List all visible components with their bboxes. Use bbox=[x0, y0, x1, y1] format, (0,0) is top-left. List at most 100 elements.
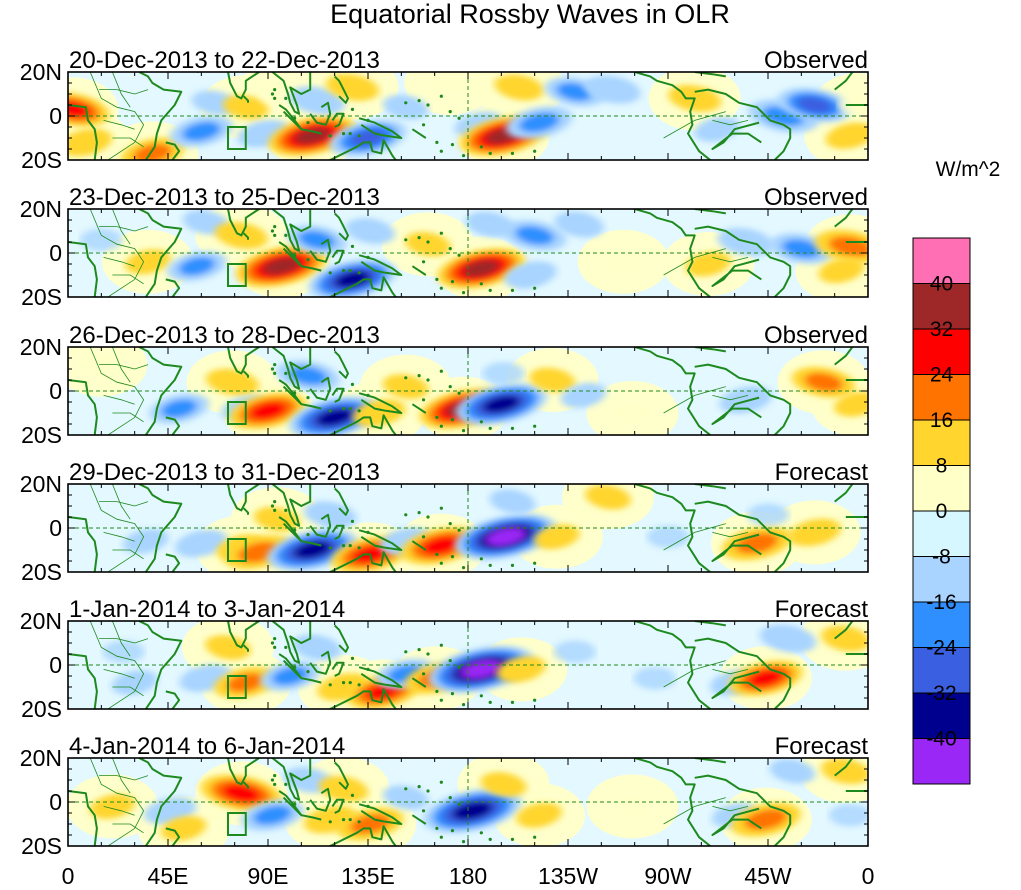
border bbox=[89, 209, 145, 297]
panel-period: 4-Jan-2014 to 6-Jan-2014 bbox=[69, 733, 345, 760]
island bbox=[273, 782, 277, 787]
contour-level bbox=[529, 367, 576, 393]
coastline bbox=[327, 551, 398, 572]
anomaly-18 bbox=[834, 391, 868, 417]
coastlines bbox=[68, 72, 868, 160]
island bbox=[348, 407, 352, 411]
contour-level bbox=[288, 366, 328, 385]
border bbox=[112, 72, 131, 108]
y-tick-label: 20N bbox=[20, 471, 62, 497]
coastline bbox=[278, 516, 303, 543]
border bbox=[112, 137, 144, 148]
island bbox=[448, 385, 452, 389]
island bbox=[284, 233, 288, 237]
island bbox=[421, 398, 426, 402]
island bbox=[439, 94, 443, 98]
y-tick-label: 20N bbox=[20, 745, 62, 771]
country-borders bbox=[89, 621, 749, 709]
contour-level bbox=[585, 484, 631, 510]
anomaly-3 bbox=[120, 137, 184, 160]
anomaly-15 bbox=[554, 211, 604, 238]
island bbox=[306, 670, 310, 674]
contour-level bbox=[315, 408, 354, 427]
anomaly-15 bbox=[611, 401, 654, 425]
colorbar-tick-label: 40 bbox=[930, 273, 953, 296]
contour-level bbox=[804, 372, 843, 392]
coastline bbox=[309, 650, 332, 675]
anomaly-13 bbox=[496, 656, 546, 683]
island bbox=[284, 508, 288, 512]
x-tick-label: 90E bbox=[248, 863, 289, 889]
island bbox=[417, 510, 421, 515]
contour-level bbox=[262, 257, 301, 275]
y-tick-label: 20S bbox=[21, 284, 62, 310]
coastline bbox=[333, 487, 349, 516]
anomaly-13 bbox=[383, 94, 429, 120]
coastline bbox=[309, 238, 332, 263]
island bbox=[341, 544, 346, 548]
island bbox=[328, 546, 332, 550]
anomaly-18 bbox=[746, 503, 790, 527]
island bbox=[273, 363, 277, 367]
colorbar-bin bbox=[912, 647, 971, 694]
contour-level bbox=[463, 259, 500, 277]
border bbox=[103, 532, 135, 542]
contour-level bbox=[80, 228, 123, 252]
anomaly-25 bbox=[825, 122, 868, 149]
contour-level bbox=[534, 524, 580, 550]
contour-level bbox=[759, 624, 817, 653]
x-tick-label: 0 bbox=[62, 863, 75, 889]
island bbox=[350, 244, 355, 248]
anomaly-11 bbox=[423, 788, 522, 834]
island bbox=[479, 694, 483, 698]
coastline bbox=[327, 825, 398, 846]
coastline bbox=[411, 677, 427, 688]
island bbox=[404, 238, 408, 242]
contour-level bbox=[560, 382, 607, 408]
contour-level bbox=[383, 785, 429, 810]
country-borders bbox=[89, 72, 749, 160]
coastline bbox=[271, 758, 312, 801]
island bbox=[426, 378, 430, 382]
panel-1: 20N 0 20S 20-Dec-2013 to 22-Dec-2013 Observe… bbox=[20, 47, 869, 173]
island bbox=[510, 563, 515, 568]
border bbox=[112, 274, 144, 285]
island bbox=[448, 659, 452, 663]
border bbox=[89, 347, 145, 435]
coastline bbox=[165, 690, 181, 709]
island bbox=[457, 116, 461, 120]
contour-level bbox=[746, 503, 790, 527]
colorbar-bin bbox=[912, 510, 971, 557]
island bbox=[421, 535, 426, 539]
island bbox=[293, 253, 297, 257]
island bbox=[366, 530, 370, 535]
island bbox=[404, 787, 408, 791]
colorbar-bin bbox=[912, 374, 971, 421]
island bbox=[293, 665, 297, 669]
contour-level bbox=[223, 94, 269, 120]
y-tick-label: 0 bbox=[49, 515, 62, 541]
contour-level bbox=[504, 261, 557, 289]
anomaly-1 bbox=[80, 228, 123, 252]
anomaly-2 bbox=[175, 529, 228, 558]
panel-period: 20-Dec-2013 to 22-Dec-2013 bbox=[69, 47, 380, 74]
anomaly-18 bbox=[821, 758, 868, 785]
coastline bbox=[327, 688, 398, 709]
island bbox=[439, 698, 443, 702]
island bbox=[273, 508, 277, 512]
anomaly-17 bbox=[769, 758, 816, 784]
island bbox=[439, 149, 443, 153]
island bbox=[510, 288, 515, 292]
coastline bbox=[327, 139, 398, 160]
island bbox=[270, 778, 275, 782]
coastline bbox=[301, 814, 322, 821]
colorbar-tick-label: 16 bbox=[930, 409, 953, 432]
coastline bbox=[694, 363, 792, 435]
x-tick-label: 135W bbox=[538, 863, 598, 889]
anomaly-15 bbox=[633, 666, 676, 690]
coastline bbox=[301, 403, 322, 410]
border bbox=[99, 638, 149, 644]
island bbox=[450, 280, 455, 284]
island bbox=[479, 557, 483, 561]
border bbox=[89, 72, 145, 160]
